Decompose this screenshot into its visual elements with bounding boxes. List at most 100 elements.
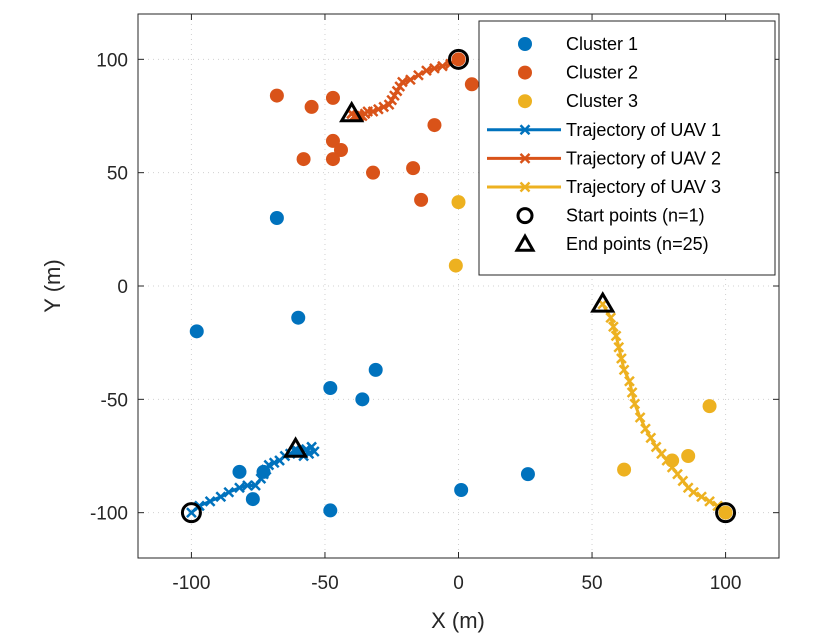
cluster-1-points xyxy=(189,211,535,518)
y-tick-label: 0 xyxy=(117,277,128,298)
legend-entry-uav-2: Trajectory of UAV 2 xyxy=(487,148,721,168)
cluster-3-point xyxy=(681,449,696,463)
cluster-2-point xyxy=(269,88,284,103)
start-point-marker xyxy=(448,48,469,70)
legend-entry-uav-3: Trajectory of UAV 3 xyxy=(487,177,721,197)
trajectory-uav-1-marker xyxy=(194,500,205,512)
cluster-1-point xyxy=(269,211,284,225)
cluster-3-point xyxy=(617,462,632,477)
cluster-2-point xyxy=(414,192,429,207)
legend: Cluster 1 Cluster 2 Cluster 3 Trajectory of… xyxy=(478,20,776,276)
trajectory-uav-3-marker xyxy=(629,398,641,410)
cluster-1-point xyxy=(323,381,338,395)
start-point-marker xyxy=(180,502,202,524)
trajectory-uav-1-marker xyxy=(204,495,216,507)
y-tick-label: 100 xyxy=(96,50,128,71)
y-axis-label: Y (m) xyxy=(40,259,65,312)
legend-entry-end-points: End points (n=25) xyxy=(514,233,709,254)
legend-marker-start-points xyxy=(516,207,534,225)
x-tick-label: -100 xyxy=(172,573,210,594)
y-tick-label: -50 xyxy=(101,390,128,411)
legend-entry-cluster-1: Cluster 1 xyxy=(518,34,638,54)
trajectory-uav-1-marker xyxy=(234,482,245,494)
legend-label-cluster-1: Cluster 1 xyxy=(566,34,638,54)
trajectory-uav-3-marker xyxy=(618,364,630,376)
end-points xyxy=(282,100,616,458)
trajectory-uav-3-marker xyxy=(634,412,646,423)
trajectory-uav-3-marker xyxy=(610,330,622,342)
trajectory-uav-3-marker xyxy=(640,423,651,435)
trajectory-uav-2-marker xyxy=(429,63,440,74)
cluster-2-point xyxy=(333,143,348,157)
trajectory-uav-3-marker xyxy=(696,491,707,503)
cluster-2-point xyxy=(325,133,340,148)
cluster-2-point xyxy=(427,118,442,133)
trajectory-uav-3-marker xyxy=(645,432,657,444)
legend-label-uav-3: Trajectory of UAV 3 xyxy=(566,177,721,197)
trajectory-uav-3-marker xyxy=(712,500,723,512)
x-axis-label: X (m) xyxy=(431,608,485,633)
x-tick-label: -50 xyxy=(311,573,338,594)
x-tick-label: 50 xyxy=(581,573,602,594)
cluster-1-point xyxy=(189,324,204,339)
legend-entry-cluster-3: Cluster 3 xyxy=(518,91,638,111)
trajectory-uav-3-marker xyxy=(605,312,617,324)
legend-entry-cluster-2: Cluster 2 xyxy=(518,63,638,83)
cluster-1-point xyxy=(232,464,247,479)
legend-label-uav-2: Trajectory of UAV 2 xyxy=(566,148,721,168)
cluster-3-point xyxy=(448,258,463,273)
y-tick-label: 50 xyxy=(107,164,128,185)
legend-marker-end-points xyxy=(514,233,536,252)
legend-label-end-points: End points (n=25) xyxy=(566,234,709,254)
legend-label-cluster-3: Cluster 3 xyxy=(566,91,638,111)
legend-label-start-points: Start points (n=1) xyxy=(566,206,705,226)
legend-label-cluster-2: Cluster 2 xyxy=(566,63,638,83)
trajectory-uav-3-marker xyxy=(616,353,627,364)
legend-marker-uav-3 xyxy=(519,181,531,193)
trajectory-uav-2-marker xyxy=(421,65,432,77)
trajectory-uav-1-marker xyxy=(215,491,227,503)
cluster-1-point xyxy=(245,492,260,507)
trajectory-uav-3 xyxy=(597,298,731,519)
start-point-marker xyxy=(715,502,737,524)
legend-marker-cluster-2 xyxy=(518,65,532,80)
data-series xyxy=(180,48,737,524)
trajectory-uav-1-marker xyxy=(223,486,235,498)
trajectory-uav-3-marker xyxy=(704,495,715,507)
cluster-2-point xyxy=(296,152,311,167)
cluster-1-point xyxy=(291,310,306,325)
cluster-3-point xyxy=(702,399,717,414)
legend-marker-uav-1 xyxy=(519,124,531,136)
x-tick-label: 0 xyxy=(453,573,464,594)
x-tick-label: 100 xyxy=(710,573,742,594)
legend-entry-start-points: Start points (n=1) xyxy=(516,206,705,226)
trajectory-uav-3-marker xyxy=(650,441,662,453)
start-points xyxy=(180,48,737,524)
trajectory-uav-1-marker xyxy=(242,480,253,491)
cluster-3-point xyxy=(451,195,466,210)
cluster-2-point xyxy=(406,161,421,176)
cluster-2-point xyxy=(304,99,319,114)
end-point-marker xyxy=(590,291,616,313)
cluster-1-point xyxy=(454,483,469,497)
cluster-2-point xyxy=(325,90,340,105)
cluster-1-point xyxy=(520,467,535,482)
legend-marker-uav-2 xyxy=(519,153,531,164)
cluster-1-point xyxy=(355,392,370,407)
cluster-2-point xyxy=(325,152,340,167)
legend-label-uav-1: Trajectory of UAV 1 xyxy=(566,120,721,140)
trajectory-uav-3-marker xyxy=(624,375,635,387)
trajectory-uav-2-marker xyxy=(405,74,416,86)
trajectory-uav-2-marker xyxy=(413,69,424,81)
end-point-marker xyxy=(339,100,365,123)
cluster-1-point xyxy=(368,362,383,377)
trajectory-uav-2-marker xyxy=(437,60,448,72)
y-tick-label: -100 xyxy=(90,504,128,525)
end-point-marker xyxy=(282,436,309,458)
trajectory-uav-3-marker xyxy=(608,321,619,333)
trajectory-uav-2-marker xyxy=(453,53,464,65)
trajectory-uav-1 xyxy=(186,441,320,519)
trajectory-uav-3-marker xyxy=(626,387,638,398)
legend-marker-cluster-3 xyxy=(518,94,532,109)
